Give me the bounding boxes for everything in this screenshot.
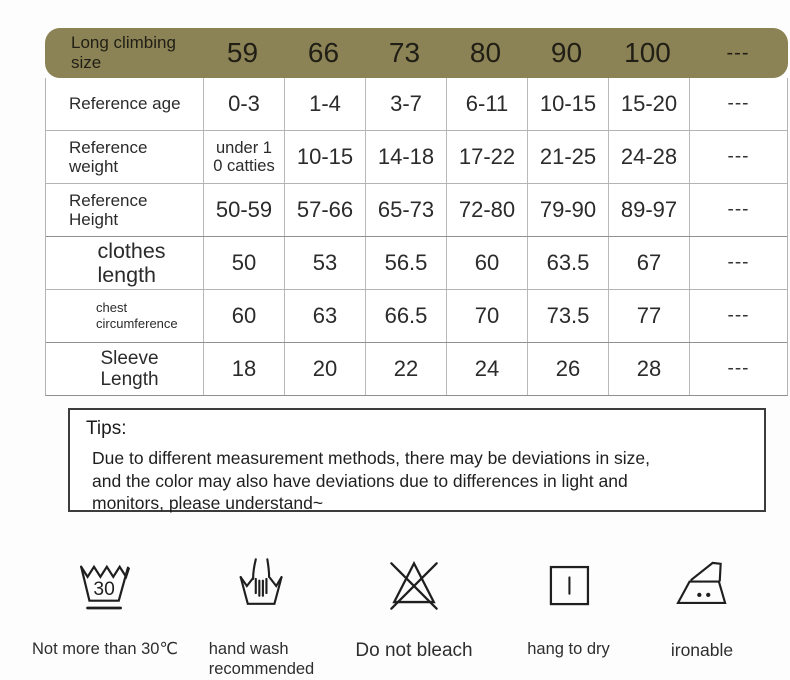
table-cell: 73.5 [527,290,608,342]
care-label: hang to dry [527,640,610,658]
table-cell: 60 [203,290,284,342]
table-cell: 22 [365,343,446,395]
table-cell: 1-4 [284,78,365,130]
header-size-73: 73 [388,37,421,68]
care-label: ironable [670,640,734,660]
iron-icon [670,548,734,624]
row-label: chest circumference [96,299,178,331]
care-instructions-row: 30 Not more than 30℃ hand wash recommend… [0,548,790,680]
table-cell: 79-90 [527,184,608,236]
table-cell: 15-20 [608,78,689,130]
size-chart-header-row: Long climbing size 59 66 73 80 90 100 --… [45,28,788,78]
size-chart-table: Long climbing size 59 66 73 80 90 100 --… [45,28,788,396]
table-row-reference-weight: Reference weight under 1 0 catties 10-15… [46,130,787,183]
table-cell: 57-66 [284,184,365,236]
table-cell: 50 [203,237,284,289]
table-cell: 18 [203,343,284,395]
do-not-bleach-icon [380,548,448,624]
table-cell: 24-28 [608,131,689,183]
care-label: hand wash recommended [208,640,315,678]
header-size-100: 100 [624,37,671,68]
table-cell: 10-15 [527,78,608,130]
table-cell: 24 [446,343,527,395]
header-size-59: 59 [226,37,259,68]
size-chart-body: Reference age 0-3 1-4 3-7 6-11 10-15 15-… [45,78,788,396]
table-row-clothes-length: clothes length 50 53 56.5 60 63.5 67 --- [46,236,787,289]
table-cell: 67 [608,237,689,289]
table-cell: --- [689,343,787,395]
row-label: clothes length [97,238,166,287]
table-cell: 70 [446,290,527,342]
table-cell: --- [689,131,787,183]
row-label: Reference Height [69,190,148,229]
table-cell: 66.5 [365,290,446,342]
table-row-chest-circumference: chest circumference 60 63 66.5 70 73.5 7… [46,289,787,342]
header-size-80: 80 [469,37,502,68]
table-cell: 28 [608,343,689,395]
row-label: Reference age [69,94,181,114]
table-cell: 65-73 [365,184,446,236]
header-size-90: 90 [550,37,583,68]
hang-to-dry-icon [538,548,600,624]
table-row-reference-age: Reference age 0-3 1-4 3-7 6-11 10-15 15-… [46,78,787,130]
header-size-66: 66 [307,37,340,68]
table-cell: 60 [446,237,527,289]
care-label: Not more than 30℃ [31,640,179,658]
table-cell: --- [689,184,787,236]
care-item-do-not-bleach: Do not bleach [329,548,499,680]
table-cell: 6-11 [446,78,527,130]
care-item-hand-wash: hand wash recommended [198,548,326,680]
table-cell: 77 [608,290,689,342]
table-cell: 50-59 [203,184,284,236]
header-label: Long climbing size [71,33,176,72]
care-label: Do not bleach [355,640,473,661]
table-cell: 72-80 [446,184,527,236]
tips-body-text: Due to different measurement methods, th… [92,448,651,514]
svg-text:30: 30 [93,579,114,600]
table-cell: 56.5 [365,237,446,289]
header-size-dash: --- [726,41,750,64]
table-row-reference-height: Reference Height 50-59 57-66 65-73 72-80… [46,183,787,236]
table-cell: 63.5 [527,237,608,289]
table-cell: --- [689,237,787,289]
care-item-wash-30: 30 Not more than 30℃ [16,548,194,680]
table-cell: 21-25 [527,131,608,183]
table-cell: 17-22 [446,131,527,183]
table-cell: --- [689,290,787,342]
tips-box: Tips: Due to different measurement metho… [68,408,766,514]
care-item-hang-to-dry: hang to dry [503,548,635,680]
table-cell: --- [689,78,787,130]
table-cell: 26 [527,343,608,395]
table-cell: under 1 0 catties [203,131,284,183]
care-item-ironable: ironable [638,548,766,680]
table-cell: 10-15 [284,131,365,183]
table-cell: 89-97 [608,184,689,236]
tips-title: Tips: [86,418,127,439]
table-row-sleeve-length: Sleeve Length 18 20 22 24 26 28 --- [46,342,787,395]
table-cell: 63 [284,290,365,342]
table-cell: 3-7 [365,78,446,130]
row-label: Reference weight [69,137,148,176]
row-label: Sleeve Length [100,347,159,390]
hand-wash-icon [230,548,294,624]
wash-30-icon: 30 [72,548,138,624]
table-cell: 14-18 [365,131,446,183]
table-cell: 20 [284,343,365,395]
table-cell: 53 [284,237,365,289]
table-cell: 0-3 [203,78,284,130]
